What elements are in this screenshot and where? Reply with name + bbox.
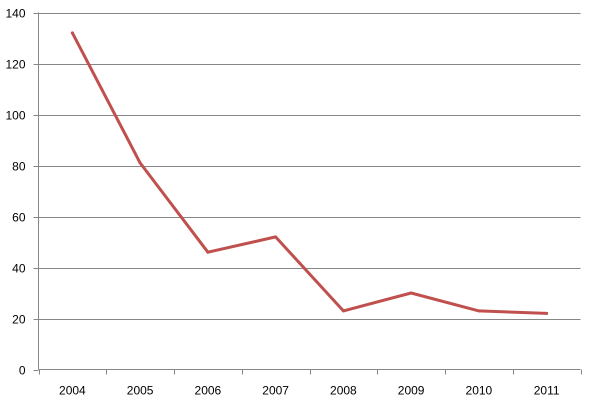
data-point-2011: [545, 311, 549, 315]
gridlines: [38, 13, 581, 320]
y-tick-label-0: 0: [19, 364, 26, 378]
series-line-0: [70, 31, 549, 315]
y-tick-label-80: 80: [12, 160, 26, 174]
x-tick-label-2007: 2007: [262, 384, 289, 398]
y-tick-label-140: 140: [5, 7, 25, 21]
data-point-2006: [206, 250, 210, 254]
data-point-2007: [274, 235, 278, 239]
y-axis-tick-labels: 0 20 40 60 80 100 120 140: [5, 7, 25, 378]
data-point-2010: [477, 309, 481, 313]
y-tick-label-100: 100: [5, 109, 25, 123]
data-point-2008: [341, 309, 345, 313]
x-tick-label-2011: 2011: [534, 384, 560, 398]
x-tick-label-2006: 2006: [195, 384, 222, 398]
x-tick-label-2005: 2005: [127, 384, 154, 398]
y-tick-label-40: 40: [12, 262, 26, 276]
x-axis-tick-labels: 2004 2005 2006 2007 2008 2009 2010 2011: [59, 384, 560, 398]
y-tick-label-120: 120: [5, 58, 25, 72]
data-point-2005: [138, 161, 142, 165]
y-tick-label-20: 20: [12, 313, 26, 327]
x-tick-label-2008: 2008: [330, 384, 357, 398]
series-layer: [70, 31, 549, 315]
x-tick-label-2010: 2010: [466, 384, 493, 398]
x-tick-label-2009: 2009: [398, 384, 425, 398]
data-point-2004: [70, 31, 74, 35]
data-point-2009: [409, 291, 413, 295]
x-tick-label-2004: 2004: [59, 384, 86, 398]
y-tick-label-60: 60: [12, 211, 26, 225]
axes: [33, 12, 582, 375]
